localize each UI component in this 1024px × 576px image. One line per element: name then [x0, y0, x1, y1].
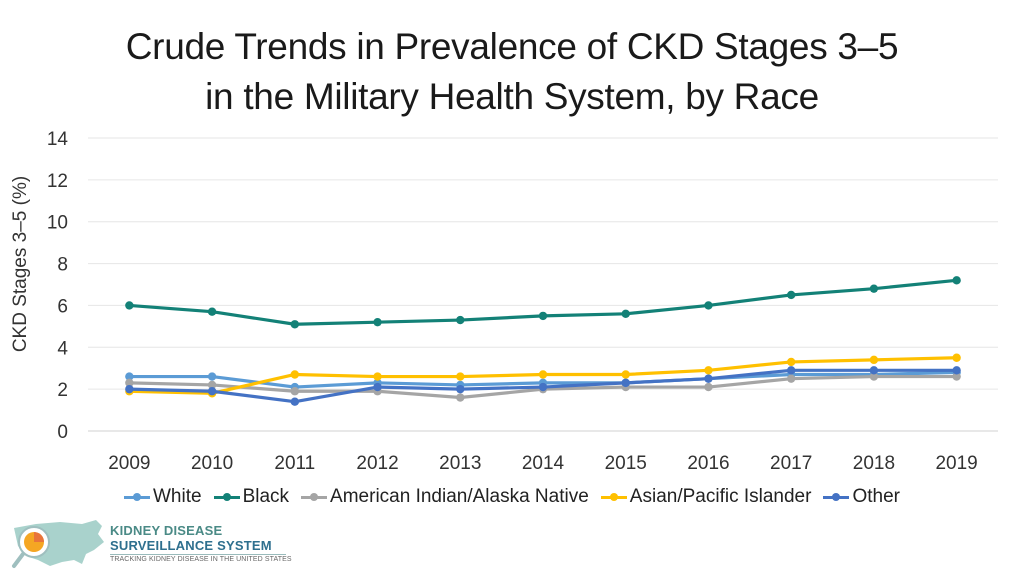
legend-label: White	[153, 486, 202, 507]
legend-swatch-other	[823, 491, 850, 503]
series-black	[125, 276, 961, 329]
legend-label: Asian/Pacific Islander	[629, 486, 812, 507]
data-point-asian-pacific-islander	[456, 372, 465, 381]
data-point-black	[621, 309, 630, 318]
legend: White Black American Indian/Alaska Native A…	[0, 486, 1024, 509]
data-point-white	[207, 372, 217, 381]
y-tick-label: 4	[57, 338, 68, 359]
data-point-other	[125, 384, 134, 394]
line-chart: 0 2 4 6 8 10 12 14 2009 2010 2011 2012 2013 2014 2015…	[10, 129, 998, 474]
legend-swatch-black	[213, 491, 240, 503]
data-point-other	[373, 382, 382, 392]
y-tick-label: 10	[47, 213, 68, 234]
data-point-black	[290, 320, 300, 329]
data-point-other	[869, 366, 879, 375]
legend-swatch-dot	[310, 493, 319, 501]
data-point-white	[125, 372, 134, 381]
y-tick-label: 12	[47, 171, 68, 192]
data-point-black	[373, 317, 382, 327]
x-tick-label: 2016	[687, 453, 729, 474]
legend-swatch-asian-pacific-islander	[600, 491, 627, 503]
data-point-american-indian-alaska-native	[704, 382, 713, 392]
data-point-other	[621, 378, 630, 388]
legend-item-black: Black	[213, 486, 290, 508]
legend-swatch-dot	[609, 493, 618, 501]
series-lines	[125, 276, 961, 406]
data-point-black	[704, 301, 713, 310]
y-tick-label: 8	[57, 255, 68, 276]
x-tick-label: 2013	[439, 453, 481, 474]
x-tick-label: 2015	[605, 453, 647, 474]
data-point-other	[704, 374, 713, 383]
chart-title-line-2: in the Military Health System, by Race	[205, 76, 819, 117]
data-point-other	[456, 384, 465, 394]
legend-swatch-dot	[133, 493, 141, 501]
y-axis-label: CKD Stages 3–5 (%)	[10, 176, 31, 352]
y-axis-ticks: 0 2 4 6 8 10 12 14	[47, 129, 69, 443]
data-point-asian-pacific-islander	[952, 353, 961, 362]
data-point-black	[125, 301, 134, 310]
gridlines	[88, 137, 998, 432]
x-tick-label: 2018	[853, 453, 895, 474]
data-point-other	[952, 366, 961, 375]
x-tick-label: 2010	[191, 453, 233, 474]
y-tick-label: 6	[57, 296, 68, 317]
data-point-american-indian-alaska-native	[952, 372, 961, 381]
legend-swatch-dot	[222, 493, 231, 501]
data-point-black	[538, 311, 548, 321]
legend-swatch-dot	[832, 493, 841, 501]
data-point-black	[456, 315, 465, 325]
data-point-american-indian-alaska-native	[456, 393, 465, 402]
data-point-other	[786, 366, 796, 375]
data-point-american-indian-alaska-native	[290, 387, 300, 396]
data-point-black	[207, 307, 217, 316]
legend-label: Black	[242, 486, 290, 507]
x-tick-label: 2011	[274, 453, 315, 474]
y-tick-label: 0	[57, 422, 68, 443]
x-tick-label: 2017	[770, 453, 812, 474]
logo-tagline: TRACKING KIDNEY DISEASE IN THE UNITED ST…	[110, 556, 292, 563]
series-other	[125, 366, 961, 406]
data-point-black	[869, 284, 879, 293]
data-point-asian-pacific-islander	[704, 366, 713, 375]
data-point-american-indian-alaska-native	[125, 378, 134, 388]
logo-text-kidney-disease: KIDNEY DISEASE	[110, 523, 223, 538]
x-tick-label: 2019	[935, 453, 977, 474]
legend-label: Other	[852, 486, 900, 507]
x-axis-ticks: 2009 2010 2011 2012 2013 2014 2015 2016 2017 2018…	[108, 453, 978, 474]
kdss-logo: KIDNEY DISEASE SURVEILLANCE SYSTEM TRACK…	[8, 516, 298, 572]
legend-item-asian-pacific-islander: Asian/Pacific Islander	[600, 486, 812, 508]
us-map-logo-icon	[12, 520, 104, 568]
chart-title-line-1: Crude Trends in Prevalence of CKD Stages…	[125, 26, 899, 67]
logo-text-surveillance-system: SURVEILLANCE SYSTEM	[110, 538, 272, 553]
data-point-asian-pacific-islander	[373, 372, 382, 381]
x-tick-label: 2014	[522, 453, 565, 474]
data-point-asian-pacific-islander	[869, 355, 879, 365]
data-point-asian-pacific-islander	[538, 370, 548, 379]
x-tick-label: 2012	[356, 453, 398, 474]
y-tick-label: 2	[57, 380, 68, 401]
logo-divider	[110, 554, 286, 555]
legend-item-american-indian-alaska-native: American Indian/Alaska Native	[301, 486, 589, 508]
series-asian-pacific-islander	[125, 353, 961, 398]
data-point-asian-pacific-islander	[621, 370, 630, 379]
data-point-black	[786, 290, 796, 300]
legend-swatch-white	[124, 491, 150, 503]
data-point-asian-pacific-islander	[290, 370, 300, 379]
legend-swatch-american-indian-alaska-native	[301, 491, 328, 503]
y-tick-label: 14	[47, 129, 69, 150]
data-point-other	[207, 387, 217, 396]
legend-item-white: White	[124, 486, 202, 508]
data-point-black	[952, 276, 961, 285]
legend-label: American Indian/Alaska Native	[330, 486, 589, 507]
data-point-asian-pacific-islander	[786, 357, 796, 367]
legend-item-other: Other	[823, 486, 900, 508]
data-point-american-indian-alaska-native	[207, 380, 217, 390]
x-tick-label: 2009	[108, 453, 150, 474]
data-point-other	[290, 397, 300, 406]
data-point-other	[538, 382, 548, 392]
data-point-american-indian-alaska-native	[869, 372, 879, 381]
chart-title: Crude Trends in Prevalence of CKD Stages…	[0, 22, 1024, 122]
data-point-american-indian-alaska-native	[786, 374, 796, 383]
